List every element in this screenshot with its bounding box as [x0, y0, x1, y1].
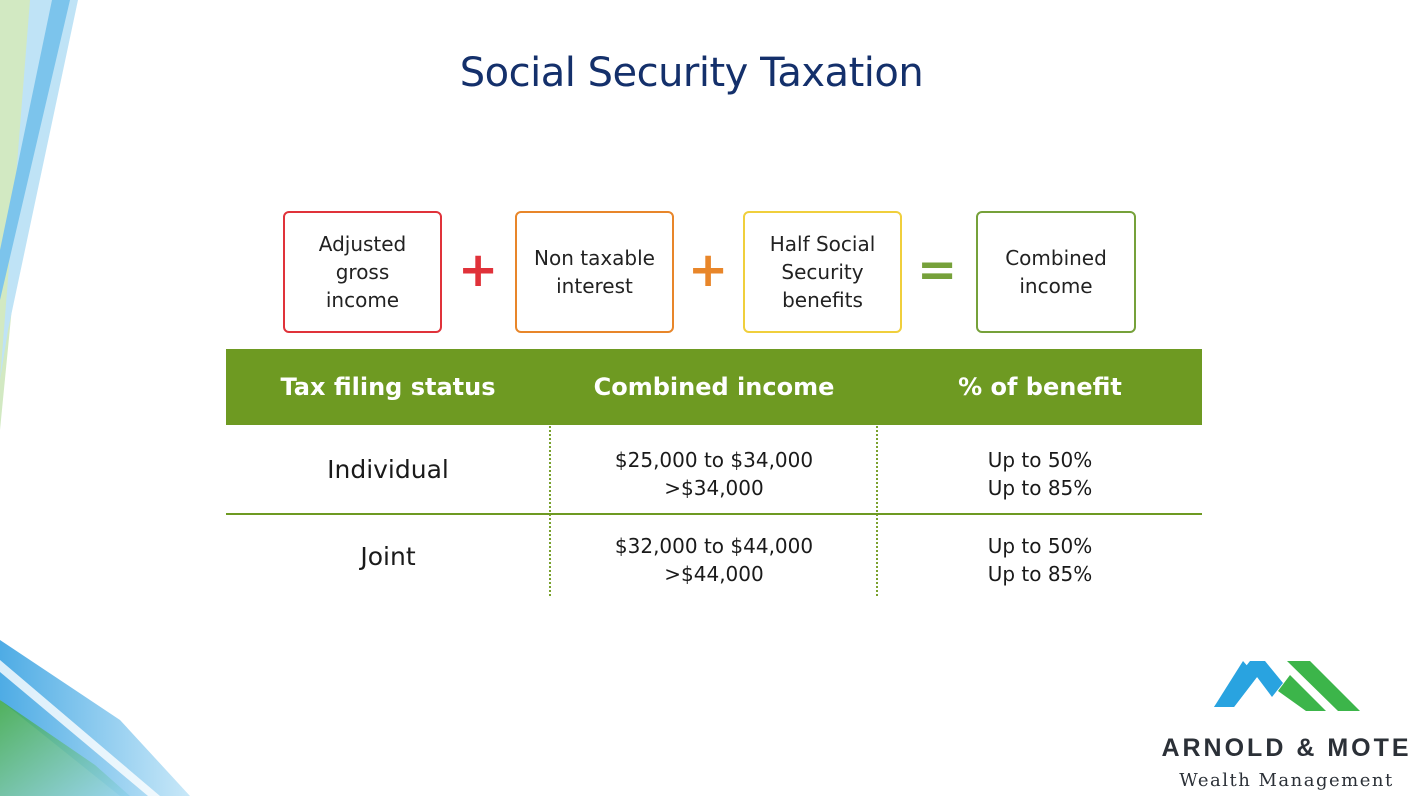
row-joint-benefit: Up to 50% Up to 85% — [878, 532, 1202, 588]
benefit-percent: Up to 50% — [987, 534, 1093, 558]
formula-term-label: Half Social Security benefits — [769, 232, 876, 312]
header-combined-income: Combined income — [593, 373, 835, 401]
formula-term-label: Non taxable interest — [534, 246, 655, 298]
row-joint-income: $32,000 to $44,000 >$44,000 — [550, 532, 878, 588]
row-divider — [226, 513, 1202, 515]
mountain-peaks-icon — [1214, 661, 1360, 711]
header-percent-of-benefit: % of benefit — [958, 373, 1122, 401]
formula-term-label: Combined income — [1005, 246, 1107, 298]
income-range: $25,000 to $34,000 — [614, 448, 814, 472]
plus-operator: + — [688, 242, 729, 298]
plus-operator: + — [458, 242, 499, 298]
income-range: >$34,000 — [664, 476, 764, 500]
column-divider — [549, 426, 551, 596]
page-title: Social Security Taxation — [459, 50, 924, 96]
income-range: $32,000 to $44,000 — [614, 534, 814, 558]
benefit-percent: Up to 85% — [987, 562, 1093, 586]
benefit-percent: Up to 85% — [987, 476, 1093, 500]
formula-term-nontaxable-interest: Non taxable interest — [515, 211, 674, 333]
formula-term-agi: Adjusted gross income — [283, 211, 442, 333]
header-tax-filing-status: Tax filing status — [280, 373, 496, 401]
formula-result-combined-income: Combined income — [976, 211, 1136, 333]
row-joint-status: Joint — [360, 542, 416, 571]
row-individual-benefit: Up to 50% Up to 85% — [878, 446, 1202, 502]
table-header: Tax filing status Combined income % of b… — [226, 349, 1202, 425]
column-divider — [876, 426, 878, 596]
row-individual-income: $25,000 to $34,000 >$34,000 — [550, 446, 878, 502]
formula-term-half-ss-benefits: Half Social Security benefits — [743, 211, 902, 333]
company-name: ARNOLD & MOTE — [1161, 734, 1412, 762]
row-individual-status: Individual — [327, 455, 449, 484]
income-range: >$44,000 — [664, 562, 764, 586]
equals-operator: = — [917, 242, 958, 298]
benefit-percent: Up to 50% — [987, 448, 1093, 472]
formula-term-label: Adjusted gross income — [318, 232, 407, 312]
company-tagline: Wealth Management — [1179, 770, 1394, 791]
